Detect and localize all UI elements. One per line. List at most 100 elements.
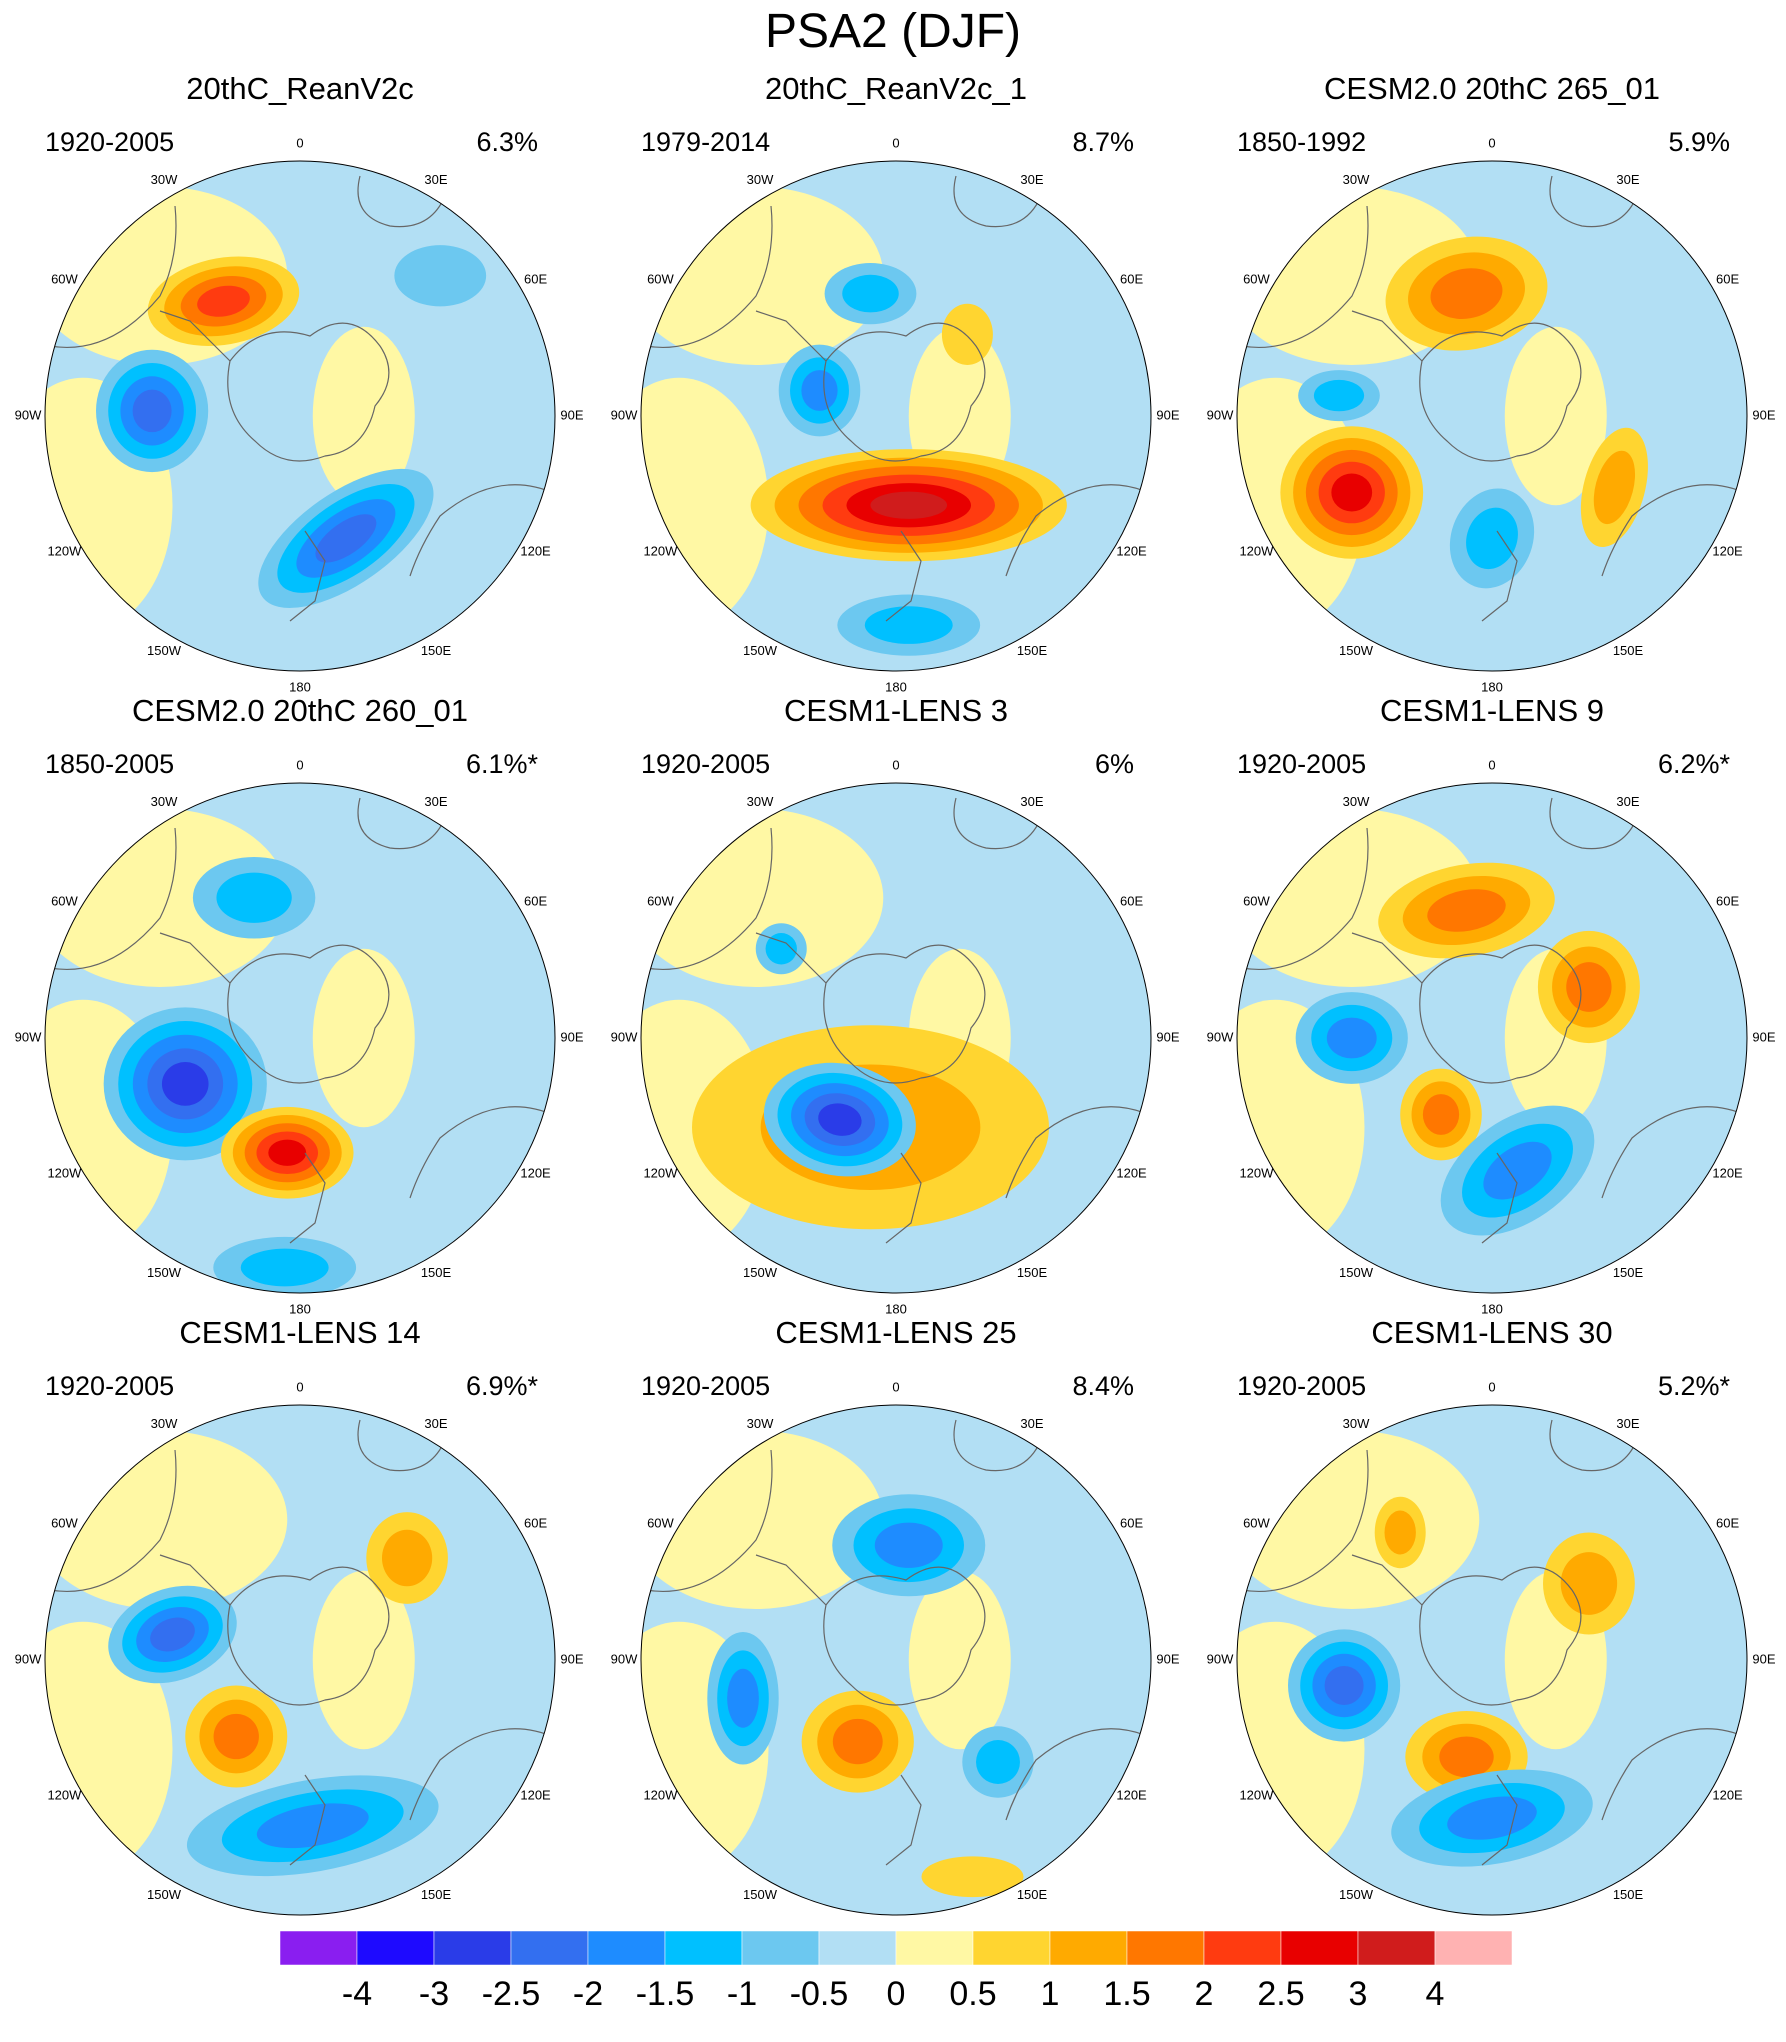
coastline <box>49 205 177 348</box>
coastline <box>357 175 446 228</box>
colorbar-swatch <box>895 1930 974 1966</box>
colorbar-swatch <box>1357 1930 1436 1966</box>
colorbar-tick-label: -1 <box>727 1975 757 2013</box>
panel-variance: 6.2%* <box>1658 749 1731 779</box>
longitude-label: 90W <box>15 1651 42 1666</box>
colorbar-tick-label: 2.5 <box>1257 1975 1304 2013</box>
longitude-label: 30E <box>424 794 447 809</box>
longitude-label: 180 <box>289 679 311 694</box>
coastline <box>1241 1449 1369 1592</box>
longitude-label: 120E <box>1116 1787 1147 1802</box>
colorbar-tick-label: -1.5 <box>636 1975 695 2013</box>
longitude-label: 150E <box>1613 1887 1644 1902</box>
longitude-label: 150E <box>421 1265 452 1280</box>
longitude-label: 60E <box>1716 271 1739 286</box>
longitude-label: 60W <box>647 1515 674 1530</box>
longitude-label: 60W <box>1243 1515 1270 1530</box>
longitude-label: 0 <box>296 135 303 150</box>
panel-variance: 5.2%* <box>1658 1371 1731 1401</box>
longitude-label: 90E <box>1752 407 1775 422</box>
panel-variance: 6.1%* <box>466 749 539 779</box>
panel-variance: 8.7% <box>1072 127 1134 157</box>
panel-period: 1979-2014 <box>641 127 770 157</box>
colorbar-tick-label: -3 <box>419 1975 449 2013</box>
longitude-label: 120E <box>1712 1787 1743 1802</box>
contour-level <box>213 1713 259 1760</box>
longitude-label: 0 <box>892 757 899 772</box>
coastline <box>357 1419 446 1472</box>
colorbar-tick-label: -2.5 <box>482 1975 541 2013</box>
longitude-label: 30W <box>747 794 774 809</box>
longitude-label: 150E <box>421 643 452 658</box>
contour-level <box>216 872 292 923</box>
longitude-label: 150W <box>743 643 778 658</box>
contour-level <box>1427 889 1506 932</box>
longitude-label: 60E <box>1120 893 1143 908</box>
longitude-label: 120E <box>520 543 551 558</box>
map-border <box>640 160 1152 672</box>
longitude-label: 0 <box>892 1379 899 1394</box>
panel-period: 1920-2005 <box>641 749 770 779</box>
contour-level <box>132 389 172 433</box>
longitude-label: 150W <box>1339 643 1374 658</box>
coastline <box>357 797 446 850</box>
longitude-label: 90W <box>1207 1651 1234 1666</box>
panel-title: CESM1-LENS 14 <box>179 1315 420 1350</box>
longitude-label: 180 <box>1481 1301 1503 1316</box>
map-border <box>1236 160 1748 672</box>
contour-level <box>150 1617 195 1652</box>
colorbar-swatch <box>741 1930 820 1966</box>
coastline <box>1419 322 1582 462</box>
longitude-label: 150E <box>1017 1265 1048 1280</box>
longitude-label: 90E <box>560 1651 583 1666</box>
coastline <box>823 322 986 462</box>
panel-title: 20thC_ReanV2c_1 <box>765 71 1027 106</box>
longitude-label: 150W <box>147 1887 182 1902</box>
contour-level <box>1430 268 1503 319</box>
contour-level <box>1422 1094 1460 1135</box>
panel-period: 1850-1992 <box>1237 127 1366 157</box>
coastline <box>885 530 922 622</box>
panel-period: 1920-2005 <box>1237 749 1366 779</box>
coastline <box>1351 1554 1423 1606</box>
panel-title: CESM1-LENS 9 <box>1380 693 1604 728</box>
contour-level <box>268 1139 307 1166</box>
coastline <box>645 827 773 970</box>
coastline <box>159 310 231 362</box>
contour-region <box>641 377 769 633</box>
contour-level <box>381 1529 433 1587</box>
panel-title: CESM1-LENS 3 <box>784 693 1008 728</box>
map-panel: 030E60E90E120E150E180150W120W90W60W30WCE… <box>15 1315 584 1916</box>
coastline <box>1241 205 1369 348</box>
longitude-label: 60E <box>1120 1515 1143 1530</box>
colorbar-swatch <box>356 1930 435 1966</box>
longitude-label: 120E <box>1712 1165 1743 1180</box>
contour-level <box>832 1718 883 1765</box>
contour-level <box>801 370 838 411</box>
coastline <box>755 310 827 362</box>
longitude-label: 180 <box>289 1301 311 1316</box>
longitude-label: 120W <box>47 1787 82 1802</box>
coastline <box>1419 944 1582 1084</box>
longitude-label: 30E <box>1020 1416 1043 1431</box>
contour-region <box>641 999 769 1255</box>
longitude-label: 180 <box>885 679 907 694</box>
coastline <box>1481 1152 1518 1244</box>
contour-level <box>394 245 487 307</box>
coastline <box>823 1566 986 1706</box>
coastline <box>885 1774 922 1866</box>
panel-period: 1850-2005 <box>45 749 174 779</box>
contour-level <box>870 491 948 519</box>
contour-level <box>1439 1736 1494 1778</box>
panel-variance: 6% <box>1095 749 1134 779</box>
longitude-label: 90E <box>1752 1029 1775 1044</box>
panel-title: 20thC_ReanV2c <box>186 71 414 106</box>
longitude-label: 60W <box>1243 271 1270 286</box>
coastline <box>885 1152 922 1244</box>
panel-variance: 6.3% <box>476 127 538 157</box>
coastline <box>1601 484 1747 577</box>
coastline <box>1601 1106 1747 1199</box>
longitude-label: 120W <box>1239 1165 1274 1180</box>
colorbar-swatch <box>1434 1930 1513 1966</box>
longitude-label: 150W <box>147 1265 182 1280</box>
